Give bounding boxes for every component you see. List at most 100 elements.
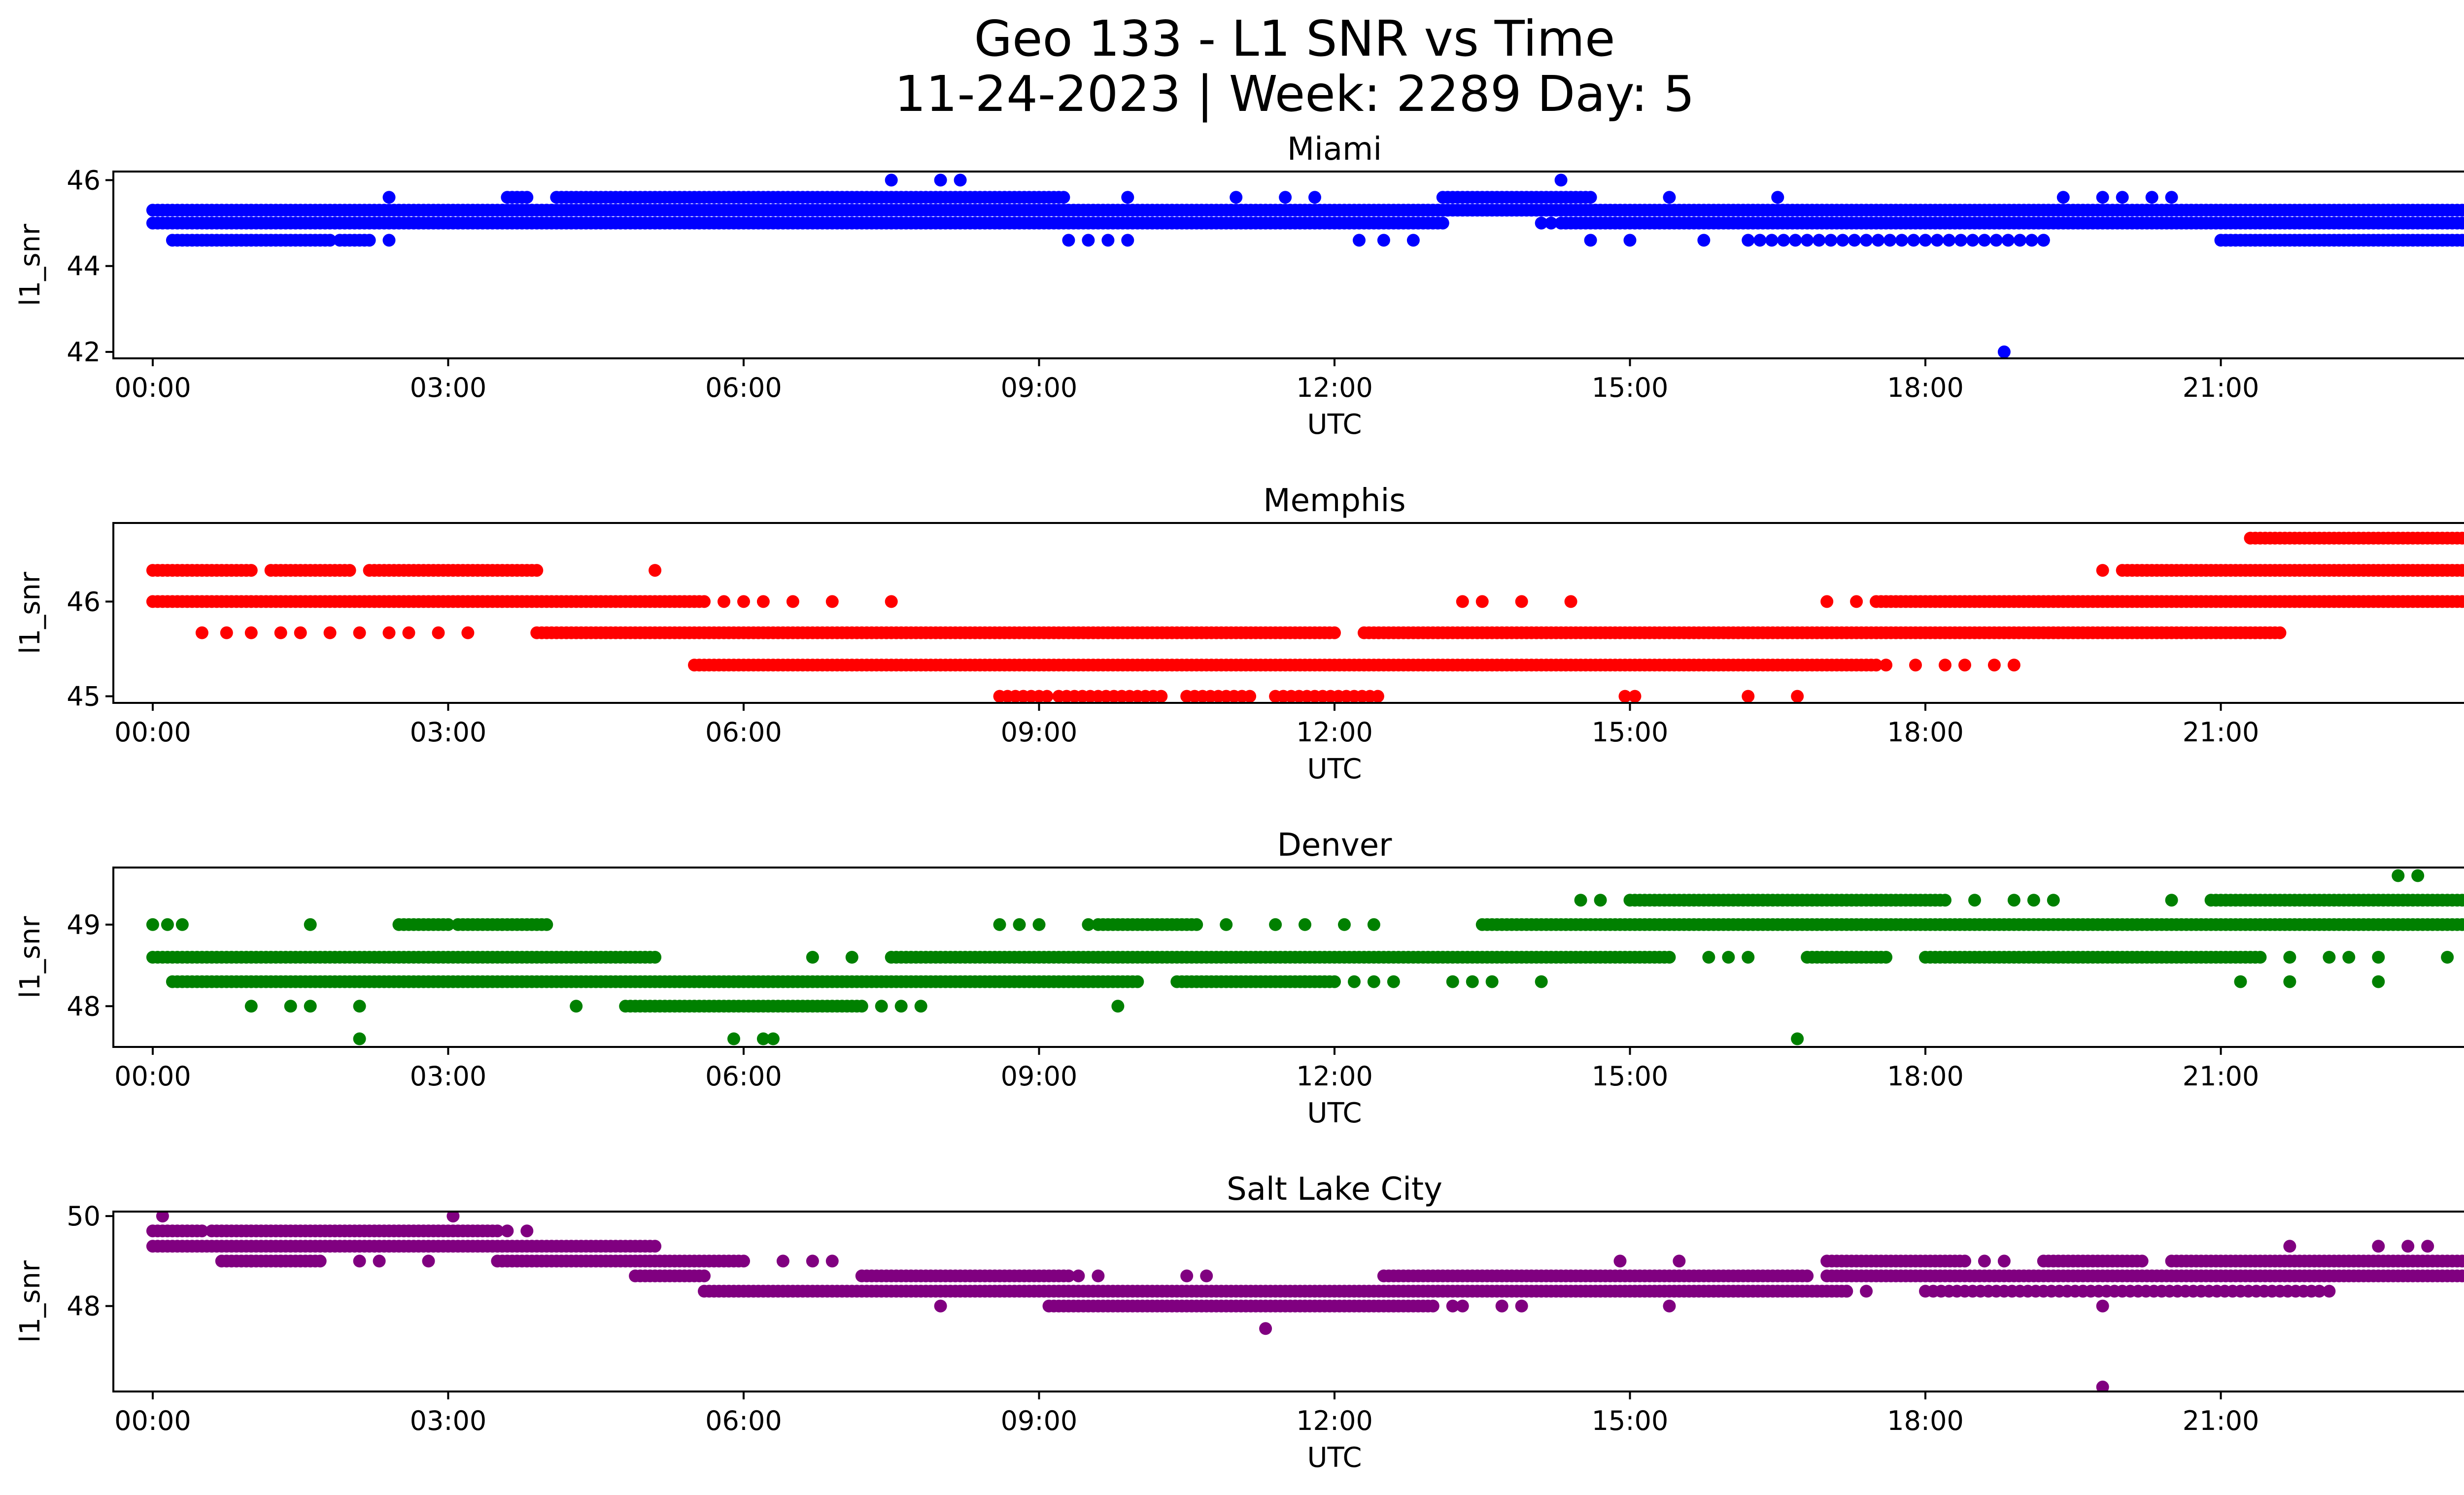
x-tick-label: 09:00 — [1001, 372, 1078, 403]
x-tick-label: 15:00 — [1592, 1405, 1669, 1436]
data-point — [1062, 234, 1075, 247]
data-point — [1880, 659, 1893, 672]
x-tick-label: 09:00 — [1001, 1405, 1078, 1436]
data-point — [737, 1254, 750, 1268]
data-point — [1348, 975, 1361, 988]
data-point — [1978, 234, 1991, 247]
data-point — [1032, 918, 1046, 931]
data-point — [520, 191, 534, 204]
y-tick-label: 44 — [67, 251, 101, 282]
data-point — [353, 1032, 366, 1045]
data-point — [1353, 234, 1366, 247]
data-point — [2056, 191, 2070, 204]
x-tick-label: 09:00 — [1001, 1061, 1078, 1092]
x-tick-label: 12:00 — [1296, 717, 1373, 748]
data-point — [1968, 894, 1981, 907]
data-point — [2461, 894, 2464, 906]
x-tick-label: 03:00 — [410, 372, 487, 403]
data-point — [1954, 234, 1967, 247]
x-axis-label: UTC — [1307, 1442, 1362, 1474]
data-point — [294, 626, 307, 639]
data-point — [2165, 191, 2178, 204]
data-point — [2461, 532, 2464, 544]
data-point — [2007, 659, 2020, 672]
x-tick-label: 18:00 — [1887, 372, 1964, 403]
data-point — [1456, 595, 1469, 608]
data-point — [1426, 1299, 1439, 1313]
data-point — [2313, 1285, 2326, 1298]
data-point — [2025, 234, 2038, 247]
data-point — [1989, 234, 2003, 247]
data-point — [1387, 975, 1400, 988]
data-point — [2096, 191, 2109, 204]
data-point — [156, 1212, 169, 1223]
data-point — [244, 564, 258, 577]
data-point — [1101, 234, 1115, 247]
data-point — [382, 191, 396, 204]
data-point — [1371, 690, 1384, 703]
data-point — [274, 1254, 287, 1268]
y-tick-label: 48 — [67, 1291, 101, 1322]
data-point — [2254, 951, 2267, 964]
data-point — [1584, 191, 1597, 204]
data-point — [1811, 1285, 1824, 1298]
data-point — [2135, 1254, 2149, 1268]
y-tick-label: 45 — [67, 681, 101, 712]
data-point — [1813, 234, 1826, 247]
data-point — [146, 918, 159, 931]
x-axis-label: UTC — [1307, 753, 1362, 785]
data-point — [1515, 1299, 1528, 1313]
data-point — [343, 564, 356, 577]
panel-denver: Denver 00:00 03:00 06:00 09:00 12:00 15:00 18:0… — [14, 827, 2464, 1129]
data-point — [1613, 1254, 1627, 1268]
data-point — [766, 1032, 780, 1045]
data-point — [934, 1299, 947, 1313]
y-tick-label: 48 — [67, 991, 101, 1022]
y-tick-label: 49 — [67, 909, 101, 940]
data-point — [894, 1000, 908, 1013]
y-axis-label: l1_snr — [14, 223, 46, 306]
data-point — [1860, 1285, 1873, 1298]
data-point — [2007, 894, 2020, 907]
x-tick-label: 21:00 — [2183, 717, 2259, 748]
data-point — [1062, 1269, 1075, 1283]
data-point — [1131, 975, 1144, 988]
data-point — [649, 564, 662, 577]
data-point — [1367, 918, 1380, 931]
data-point — [1742, 234, 1755, 247]
data-point — [382, 234, 396, 247]
data-point — [1269, 918, 1282, 931]
data-point — [1801, 234, 1814, 247]
data-point — [540, 918, 553, 931]
data-point — [2283, 951, 2296, 964]
x-tick-label: 06:00 — [705, 1405, 782, 1436]
x-tick-label: 12:00 — [1296, 372, 1373, 403]
data-point — [1121, 234, 1134, 247]
data-point — [1200, 1269, 1213, 1283]
data-point — [1943, 234, 1955, 247]
data-point — [353, 1254, 366, 1268]
x-tick-label: 06:00 — [705, 372, 782, 403]
data-point — [1367, 975, 1380, 988]
data-point — [1180, 1269, 1194, 1283]
data-point — [1594, 894, 1607, 907]
data-point — [1697, 234, 1711, 247]
data-point — [1013, 918, 1026, 931]
data-point — [432, 626, 445, 639]
data-point — [2401, 1240, 2415, 1253]
data-point — [402, 626, 415, 639]
y-tick-label: 50 — [67, 1201, 101, 1232]
panel-title: Denver — [1277, 827, 1392, 864]
data-point — [649, 951, 662, 964]
data-point — [446, 1212, 460, 1223]
data-point — [175, 918, 189, 931]
data-point — [2441, 951, 2454, 964]
data-point — [491, 1224, 504, 1238]
data-point — [1535, 975, 1548, 988]
data-point — [1907, 234, 1920, 247]
y-axis-label: l1_snr — [14, 1260, 46, 1343]
data-point — [914, 1000, 927, 1013]
y-tick-label: 46 — [67, 165, 101, 196]
data-point — [2047, 894, 2060, 907]
